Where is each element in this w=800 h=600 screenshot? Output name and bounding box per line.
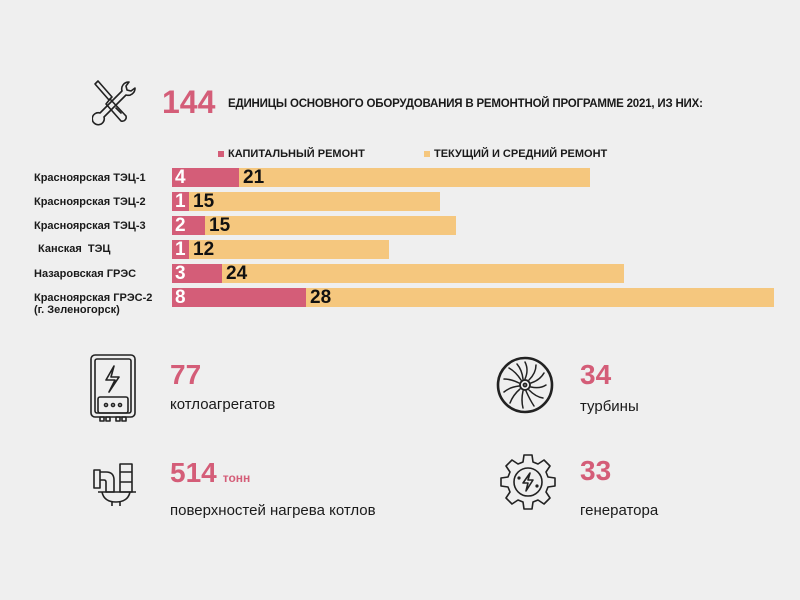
bar-current: 15 bbox=[205, 216, 456, 235]
bar-current-value: 21 bbox=[243, 167, 265, 188]
bar-row: 2 15 bbox=[172, 216, 456, 235]
header-title: ЕДИНИЦЫ ОСНОВНОГО ОБОРУДОВАНИЯ В РЕМОНТН… bbox=[228, 98, 703, 110]
tools-icon bbox=[92, 78, 136, 126]
legend-swatch-capital bbox=[218, 151, 224, 157]
bar-current: 12 bbox=[189, 240, 389, 259]
row-label: Красноярская ТЭЦ-3 bbox=[34, 220, 146, 232]
bar-capital-value: 2 bbox=[175, 215, 186, 236]
stat-value-heating-surfaces: 514 тонн bbox=[170, 458, 250, 493]
legend-label-current: ТЕКУЩИЙ И СРЕДНИЙ РЕМОНТ bbox=[434, 148, 608, 160]
bar-current-value: 12 bbox=[193, 239, 215, 260]
bar-current-value: 24 bbox=[226, 263, 248, 284]
pipes-icon bbox=[92, 462, 138, 506]
bar-current-value: 28 bbox=[310, 287, 332, 308]
row-label: Красноярская ГРЭС-2 (г. Зеленогорск) bbox=[34, 292, 152, 316]
bar-capital: 8 bbox=[172, 288, 306, 307]
bar-current: 15 bbox=[189, 192, 440, 211]
legend-capital: КАПИТАЛЬНЫЙ РЕМОНТ bbox=[218, 148, 365, 160]
generator-gear-icon bbox=[500, 452, 556, 512]
stat-value-generators: 33 bbox=[580, 455, 612, 486]
bar-current-value: 15 bbox=[193, 191, 215, 212]
bar-capital: 1 bbox=[172, 240, 189, 259]
bar-current-value: 15 bbox=[209, 215, 231, 236]
stat-value-number: 514 bbox=[170, 457, 217, 488]
boiler-icon bbox=[88, 352, 138, 424]
stat-label-boilers: котлоагрегатов bbox=[170, 396, 276, 413]
bar-capital: 1 bbox=[172, 192, 189, 211]
legend-label-capital: КАПИТАЛЬНЫЙ РЕМОНТ bbox=[228, 148, 365, 160]
bar-capital-value: 8 bbox=[175, 287, 186, 308]
row-label: Канская ТЭЦ bbox=[38, 243, 111, 255]
bar-capital-value: 1 bbox=[175, 191, 186, 212]
bar-row: 4 21 bbox=[172, 168, 590, 187]
bar-capital-value: 1 bbox=[175, 239, 186, 260]
bar-capital-value: 4 bbox=[175, 167, 186, 188]
stat-label-generators: генератора bbox=[580, 502, 659, 519]
total-count: 144 bbox=[162, 84, 216, 120]
bar-current: 24 bbox=[222, 264, 624, 283]
bar-row: 3 24 bbox=[172, 264, 624, 283]
bar-current: 21 bbox=[239, 168, 590, 187]
bar-capital-value: 3 bbox=[175, 263, 186, 284]
row-label-line2: (г. Зеленогорск) bbox=[34, 304, 120, 316]
row-label: Назаровская ГРЭС bbox=[34, 268, 137, 280]
row-label-line1: Красноярская ГРЭС-2 bbox=[34, 292, 153, 304]
bar-current: 28 bbox=[306, 288, 774, 307]
bar-row: 1 12 bbox=[172, 240, 389, 259]
turbine-icon bbox=[496, 356, 554, 414]
bar-capital: 3 bbox=[172, 264, 222, 283]
row-label: Красноярская ТЭЦ-2 bbox=[34, 196, 146, 208]
row-label: Красноярская ТЭЦ-1 bbox=[34, 172, 146, 184]
stat-label-heating-surfaces: поверхностей нагрева котлов bbox=[170, 502, 376, 519]
legend-swatch-current bbox=[424, 151, 430, 157]
bar-row: 8 28 bbox=[172, 288, 774, 307]
legend-current: ТЕКУЩИЙ И СРЕДНИЙ РЕМОНТ bbox=[424, 148, 607, 160]
stat-label-turbines: турбины bbox=[580, 398, 639, 415]
bar-capital: 4 bbox=[172, 168, 239, 187]
stat-value-boilers: 77 bbox=[170, 359, 202, 390]
bar-row: 1 15 bbox=[172, 192, 440, 211]
stat-value-unit: тонн bbox=[222, 471, 251, 485]
bar-capital: 2 bbox=[172, 216, 205, 235]
stat-value-turbines: 34 bbox=[580, 359, 612, 390]
